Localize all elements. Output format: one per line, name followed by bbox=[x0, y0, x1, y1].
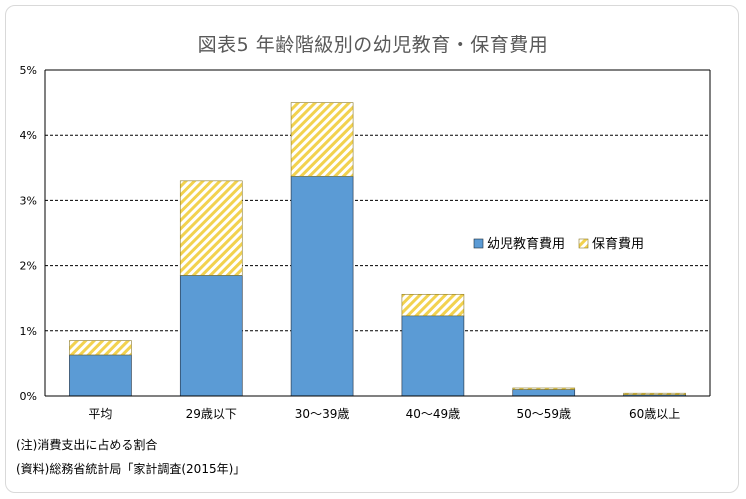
x-tick-label: 40〜49歳 bbox=[406, 407, 461, 421]
bar-childcare-3 bbox=[401, 293, 465, 317]
source-text: (資料)総務省統計局「家計調査(2015年)」 bbox=[16, 462, 246, 476]
legend: 幼児教育費用 保育費用 bbox=[473, 236, 644, 252]
x-tick-label: 60歳以上 bbox=[629, 407, 680, 421]
bar-early-education-3 bbox=[401, 315, 465, 397]
note-text: (注)消費支出に占める割合 bbox=[16, 438, 158, 452]
y-tick-label: 0% bbox=[20, 390, 37, 403]
bar-childcare-1 bbox=[179, 180, 243, 276]
grid-lines bbox=[45, 69, 710, 332]
bar-early-education-2 bbox=[290, 175, 354, 397]
y-tick-label: 1% bbox=[20, 325, 37, 338]
x-tick-label: 30〜39歳 bbox=[295, 407, 350, 421]
axes bbox=[44, 69, 711, 397]
x-axis-labels: 平均 29歳以下 30〜39歳 40〜49歳 50〜59歳 60歳以上 bbox=[88, 407, 680, 421]
y-tick-label: 4% bbox=[20, 129, 37, 142]
bar-childcare-5 bbox=[623, 392, 686, 395]
y-tick-label: 5% bbox=[20, 64, 37, 77]
legend-swatch bbox=[578, 238, 589, 249]
x-tick-label: 29歳以下 bbox=[186, 407, 237, 421]
x-tick-label: 50〜59歳 bbox=[516, 407, 571, 421]
bar-childcare-0 bbox=[69, 340, 132, 356]
legend-label: 幼児教育費用 bbox=[487, 236, 565, 252]
bar-early-education-0 bbox=[69, 354, 132, 397]
bar-childcare-4 bbox=[512, 387, 576, 390]
legend-label: 保育費用 bbox=[592, 236, 644, 252]
chart-frame bbox=[5, 5, 739, 493]
x-tick-label: 平均 bbox=[88, 407, 112, 421]
legend-swatch bbox=[473, 238, 484, 249]
y-tick-label: 3% bbox=[20, 194, 37, 207]
y-axis-tick-labels: 0% 1% 2% 3% 4% 5% bbox=[20, 64, 37, 403]
bar-early-education-1 bbox=[179, 275, 243, 397]
bar-childcare-2 bbox=[290, 102, 354, 177]
bar-early-education-4 bbox=[512, 389, 576, 397]
chart-title: 図表5 年齢階級別の幼児教育・保育費用 bbox=[197, 34, 549, 56]
y-tick-label: 2% bbox=[20, 260, 37, 273]
bars bbox=[69, 102, 686, 397]
